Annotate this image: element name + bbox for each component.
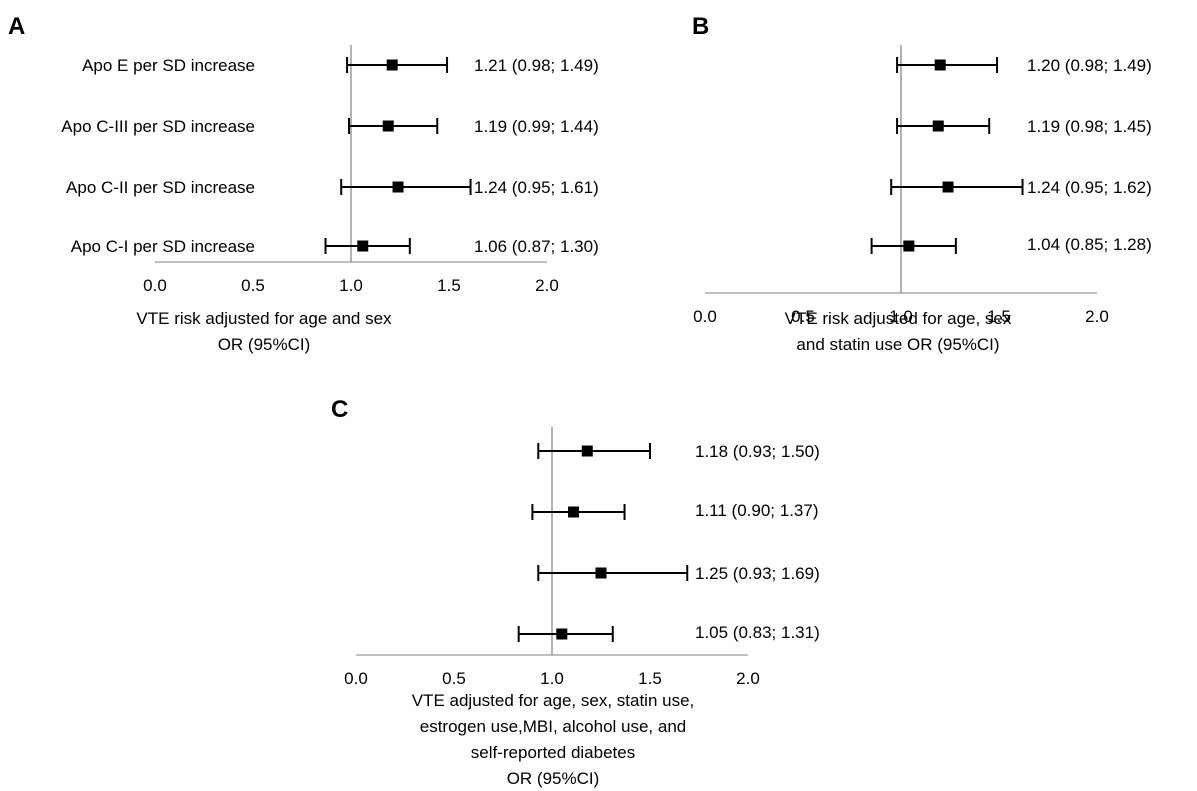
x-tick-label: 1.0: [540, 669, 564, 688]
panel-B: B 0.0 0.5 1.0 1.5 2.0 1.20 (0.98; 1.49) 1.19 (0…: [692, 13, 1152, 354]
point-estimate-marker: [942, 181, 954, 193]
panel-letter: C: [331, 396, 348, 423]
point-estimate-marker: [556, 628, 568, 640]
x-axis-label-line: VTE risk adjusted for age, sex: [785, 309, 1012, 328]
x-tick-label: 1.5: [437, 276, 461, 295]
point-estimate-marker: [382, 120, 394, 132]
x-axis-label-line: VTE adjusted for age, sex, statin use,: [412, 691, 695, 710]
x-axis-label-line: self-reported diabetes: [471, 743, 635, 762]
estimate-label: 1.19 (0.98; 1.45): [1027, 117, 1152, 136]
estimate-label: 1.19 (0.99; 1.44): [474, 117, 599, 136]
point-estimate-marker: [903, 240, 915, 252]
estimate-label: 1.24 (0.95; 1.62): [1027, 178, 1152, 197]
point-estimate-marker: [934, 59, 946, 71]
point-estimate-marker: [595, 567, 607, 579]
x-tick-label: 2.0: [1085, 307, 1109, 326]
x-axis-label-line: estrogen use,MBI, alcohol use, and: [420, 717, 687, 736]
estimate-label: 1.24 (0.95; 1.61): [474, 178, 599, 197]
row-label: Apo E per SD increase: [82, 56, 255, 75]
x-tick-label: 1.0: [339, 276, 363, 295]
x-tick-label: 1.5: [638, 669, 662, 688]
point-estimate-marker: [392, 181, 404, 193]
point-estimate-marker: [386, 59, 398, 71]
point-estimate-marker: [357, 240, 369, 252]
estimate-label: 1.20 (0.98; 1.49): [1027, 56, 1152, 75]
panel-A: A 0.0 0.5 1.0 1.5 2.0 Apo E per SD increase 1.2…: [8, 13, 599, 354]
x-tick-label: 1.0: [889, 307, 913, 326]
x-tick-label: 2.0: [535, 276, 559, 295]
x-tick-label: 0.0: [344, 669, 368, 688]
estimate-label: 1.18 (0.93; 1.50): [695, 442, 820, 461]
x-axis-label-line: OR (95%CI): [218, 335, 311, 354]
row-label: Apo C-III per SD increase: [61, 117, 255, 136]
x-tick-label: 0.0: [143, 276, 167, 295]
estimate-label: 1.11 (0.90; 1.37): [695, 501, 819, 520]
x-tick-label: 2.0: [736, 669, 760, 688]
estimate-label: 1.05 (0.83; 1.31): [695, 623, 820, 642]
panel-letter: A: [8, 13, 25, 40]
panel-letter: B: [692, 13, 709, 40]
x-axis-label-line: and statin use OR (95%CI): [796, 335, 999, 354]
row-label: Apo C-I per SD increase: [71, 237, 255, 256]
point-estimate-marker: [568, 506, 580, 518]
row-label: Apo C-II per SD increase: [66, 178, 255, 197]
x-tick-label: 0.0: [693, 307, 717, 326]
x-tick-label: 0.5: [791, 307, 815, 326]
panel-C: C 0.0 0.5 1.0 1.5 2.0 1.18 (0.93; 1.50) 1.11 (0…: [331, 396, 820, 788]
estimate-label: 1.21 (0.98; 1.49): [474, 56, 599, 75]
x-axis-label-line: OR (95%CI): [507, 769, 600, 788]
x-tick-label: 1.5: [987, 307, 1011, 326]
estimate-label: 1.04 (0.85; 1.28): [1027, 235, 1152, 254]
x-tick-label: 0.5: [442, 669, 466, 688]
estimate-label: 1.25 (0.93; 1.69): [695, 564, 820, 583]
x-tick-label: 0.5: [241, 276, 265, 295]
estimate-label: 1.06 (0.87; 1.30): [474, 237, 599, 256]
x-axis-label-line: VTE risk adjusted for age and sex: [136, 309, 392, 328]
point-estimate-marker: [932, 120, 944, 132]
point-estimate-marker: [581, 445, 593, 457]
